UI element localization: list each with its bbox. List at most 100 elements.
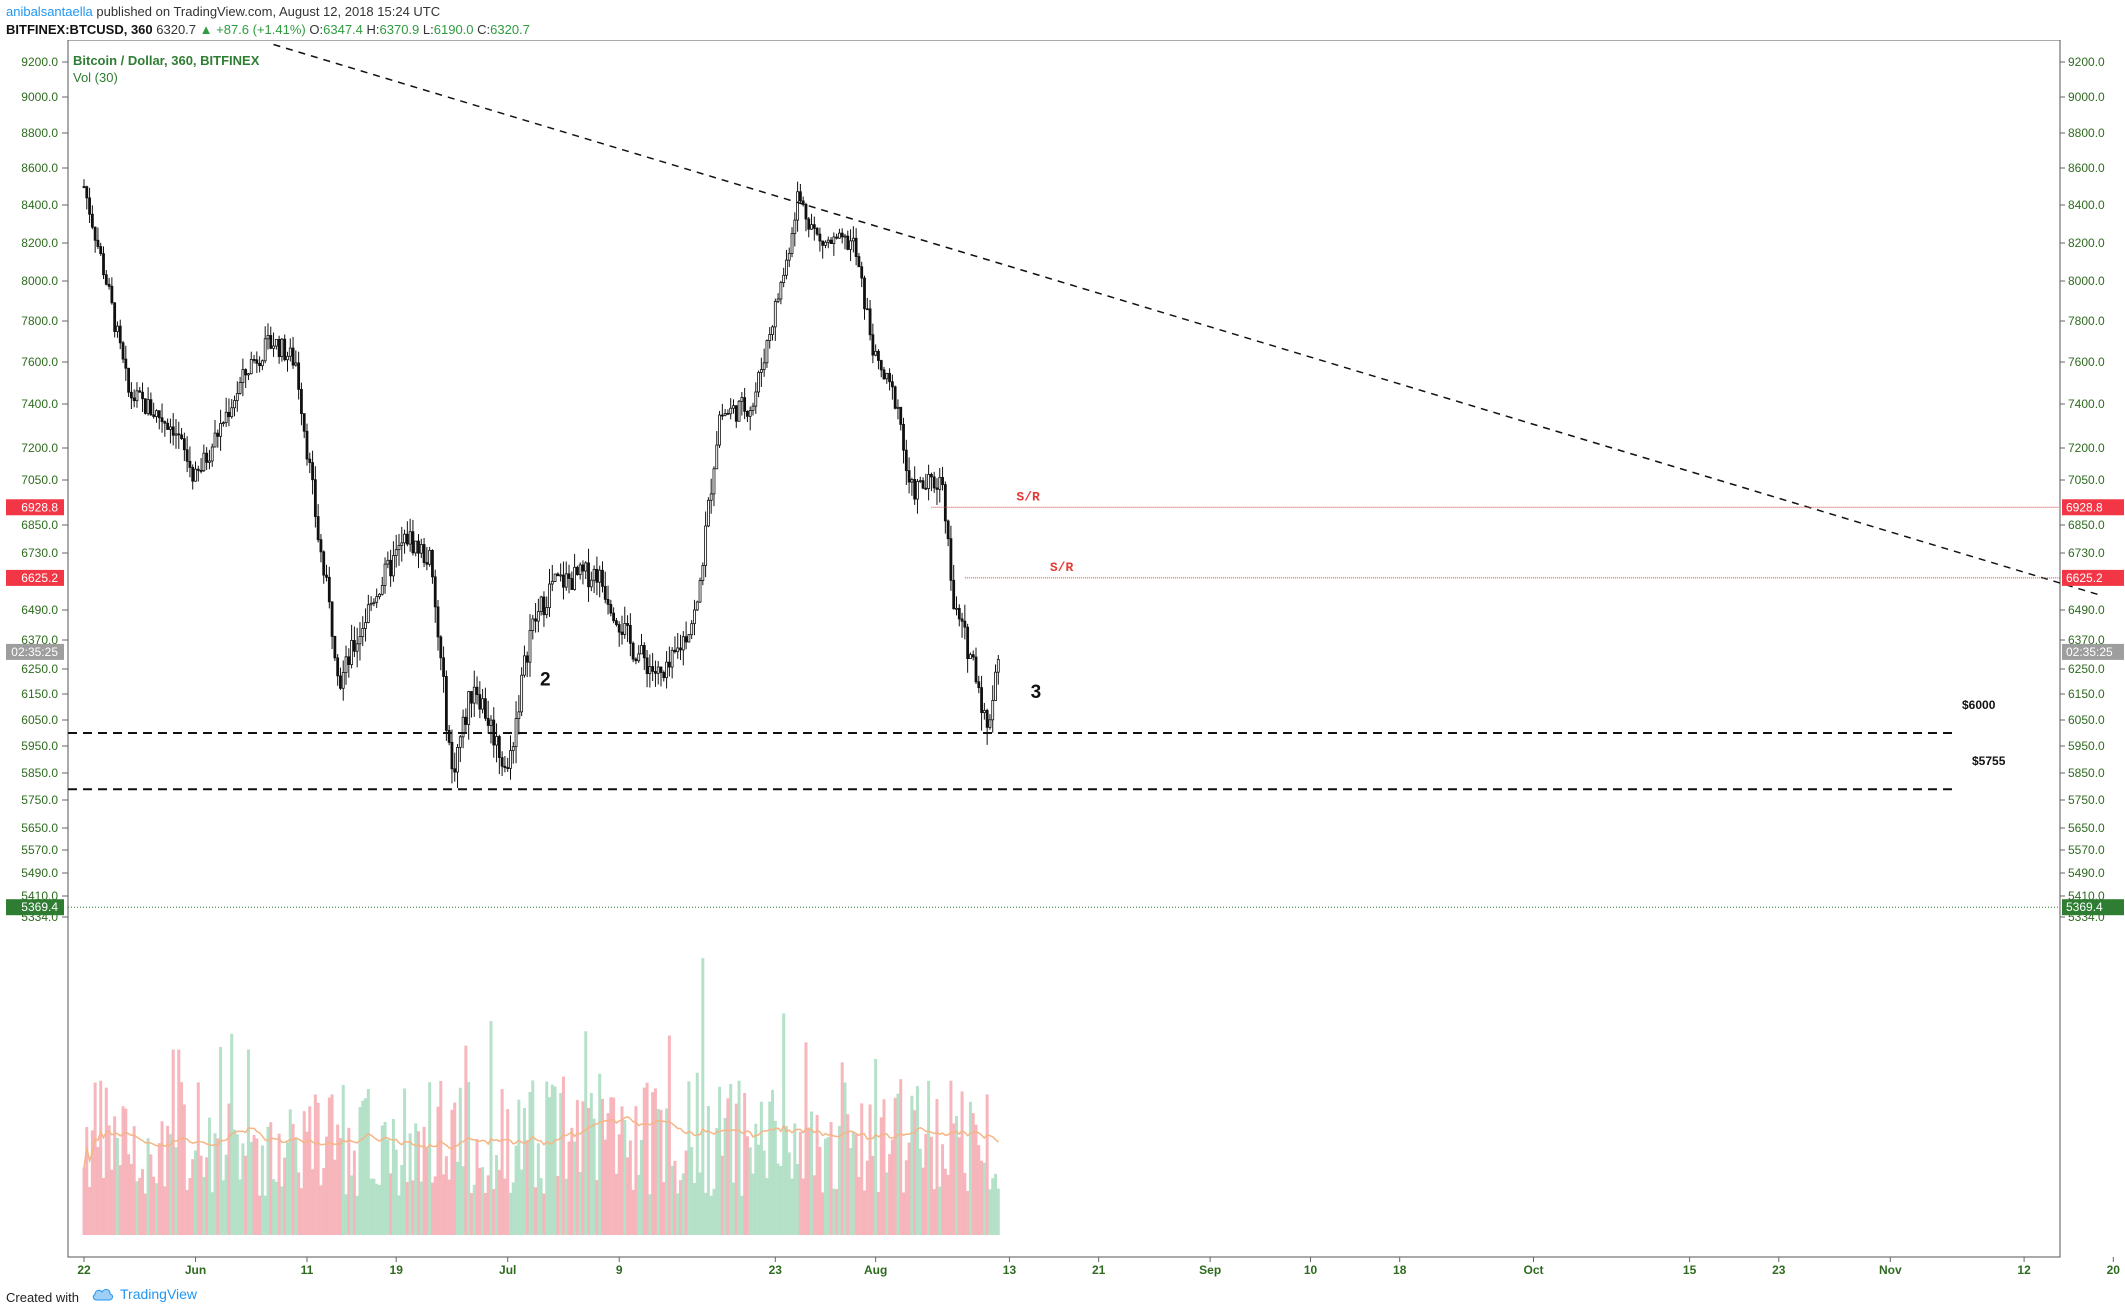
volume-bar: [205, 1157, 209, 1235]
x-axis[interactable]: 22 Jun 11 19 Jul 9 23 Aug 13 21 Sep 10 18 Oct 15 23 Nov 1…: [77, 1257, 2120, 1277]
candle-body: [631, 642, 635, 660]
candle-body: [503, 765, 507, 768]
candle-body: [654, 671, 657, 674]
plot-border: [67, 39, 2061, 1258]
volume-bar: [489, 1021, 493, 1235]
candle-body: [453, 768, 457, 773]
candle-body: [422, 544, 426, 563]
candle-body: [595, 568, 599, 583]
candle-body: [475, 686, 479, 695]
volume-bar: [879, 1117, 883, 1235]
candle-body: [651, 666, 655, 672]
candle-body: [662, 672, 666, 679]
candle-body: [113, 302, 117, 332]
candle-body: [252, 359, 256, 361]
candle-body: [732, 405, 735, 409]
candle-body: [221, 422, 225, 425]
candle-body: [681, 636, 685, 651]
price-badge-bg: [6, 899, 64, 916]
volume-bar: [982, 1162, 986, 1235]
candle-body: [748, 410, 752, 417]
volume-bar: [787, 1152, 791, 1235]
candle-body: [313, 479, 317, 517]
x-tick-label: Jun: [185, 1263, 206, 1277]
volume-bar: [835, 1189, 839, 1235]
volume-bar: [952, 1123, 956, 1235]
volume-bar: [706, 1106, 710, 1235]
candle-body: [238, 382, 242, 394]
volume-bar: [790, 1178, 794, 1235]
candle-body: [280, 338, 284, 358]
volume-bar: [361, 1100, 365, 1235]
candle-body: [124, 358, 128, 369]
volume-bar: [194, 1150, 197, 1235]
candle-body: [932, 476, 936, 489]
candle-body: [146, 399, 150, 414]
volume-bar: [751, 1173, 755, 1235]
candle-body: [779, 282, 783, 300]
y-tick-label-left: 5950.0: [21, 739, 58, 753]
volume-bar: [241, 1143, 245, 1235]
candle-body: [227, 411, 231, 418]
candle-body: [506, 767, 510, 769]
candle-body: [628, 625, 632, 644]
candle-body: [846, 235, 850, 250]
candle-body: [729, 407, 733, 415]
candle-body: [656, 666, 660, 674]
y-tick-label-left: 6850.0: [21, 518, 58, 532]
volume-bar: [954, 1116, 958, 1235]
y-tick-label-right: 6370.0: [2068, 633, 2105, 647]
volume-bar: [375, 1183, 379, 1235]
legend-volume[interactable]: Vol (30): [73, 70, 118, 85]
candle-body: [982, 710, 986, 714]
candle-body: [659, 666, 663, 673]
volume-bar: [160, 1121, 164, 1235]
candle-body: [216, 432, 220, 437]
volume-bar: [651, 1092, 655, 1235]
volume-bar: [163, 1186, 167, 1235]
volume-bar: [773, 1120, 777, 1235]
x-tick-label: Jul: [499, 1263, 516, 1277]
candle-body: [208, 460, 211, 463]
author-link[interactable]: anibalsantaella: [6, 4, 93, 19]
volume-bar: [782, 1013, 786, 1235]
volume-bar: [492, 1188, 496, 1235]
volume-bar: [815, 1115, 819, 1235]
volume-bar: [274, 1181, 278, 1235]
volume-bar: [436, 1106, 440, 1235]
y-axis-left[interactable]: 9200.0 9000.0 8800.0 8600.0 8400.0 8200.0 8000…: [21, 55, 68, 924]
candle-body: [581, 564, 585, 572]
volume-bar: [991, 1178, 995, 1235]
volume-bar: [534, 1187, 538, 1235]
volume-bar: [882, 1099, 886, 1235]
volume-bar: [325, 1136, 329, 1235]
volume-bar: [143, 1193, 147, 1235]
y-axis-right[interactable]: 9200.0 9000.0 8800.0 8600.0 8400.0 8200.0 8000…: [2060, 55, 2105, 924]
volume-bar: [598, 1073, 602, 1235]
y-tick-label-left: 6150.0: [21, 687, 58, 701]
price-change: ▲ +87.6 (+1.41%): [199, 22, 306, 37]
symbol-label[interactable]: BITFINEX:BTCUSD, 360: [6, 22, 153, 37]
price-badge-label: 02:35:25: [11, 645, 58, 659]
candle-body: [260, 360, 264, 367]
tradingview-brand[interactable]: TradingView: [92, 1286, 197, 1302]
candle-body: [637, 653, 641, 662]
legend-title[interactable]: Bitcoin / Dollar, 360, BITFINEX: [73, 53, 260, 68]
candle-body: [352, 640, 356, 652]
candle-body: [450, 741, 454, 770]
volume-bar: [344, 1194, 348, 1235]
volume-bar: [522, 1108, 526, 1235]
volume-bar: [224, 1154, 228, 1235]
candle-body: [773, 301, 777, 328]
volume-bar: [453, 1102, 457, 1235]
volume-bar: [888, 1154, 892, 1235]
volume-bar: [199, 1155, 203, 1235]
volume-bar: [907, 1142, 911, 1235]
candle-body: [143, 398, 147, 414]
x-tick-label: 12: [2017, 1263, 2031, 1277]
candle-body: [428, 550, 432, 565]
candle-body: [344, 656, 348, 673]
candle-body: [152, 414, 156, 417]
volume-bar: [673, 1160, 677, 1235]
